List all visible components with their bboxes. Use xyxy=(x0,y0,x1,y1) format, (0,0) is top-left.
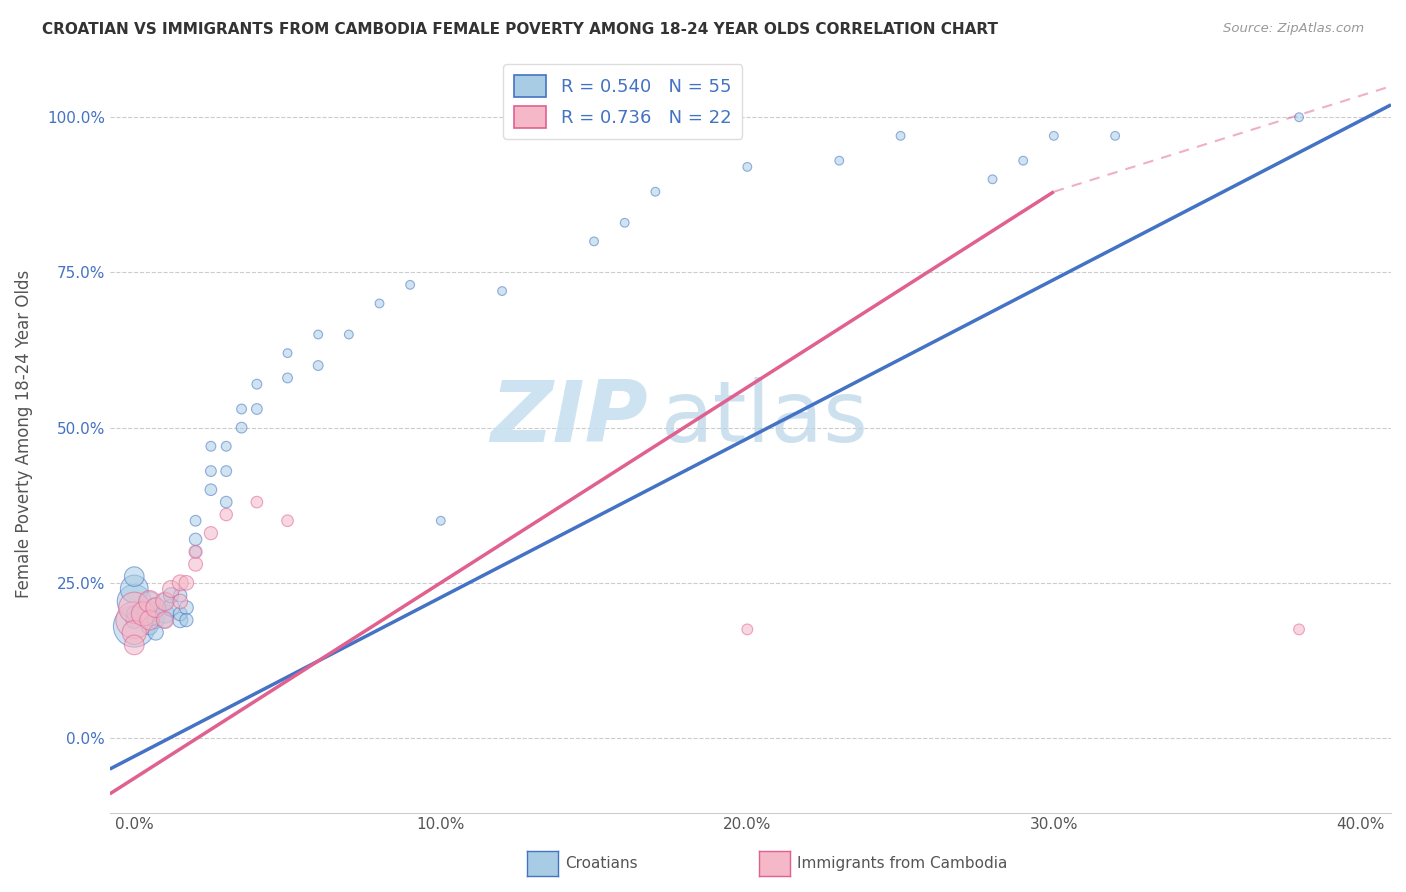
Point xyxy=(138,619,160,633)
Point xyxy=(890,128,912,143)
Point xyxy=(184,533,207,547)
Point xyxy=(307,359,329,373)
Point xyxy=(200,526,222,541)
Point xyxy=(169,594,191,608)
Point xyxy=(215,508,238,522)
Point xyxy=(200,464,222,478)
Point xyxy=(184,545,207,559)
Point xyxy=(122,613,145,627)
Point xyxy=(160,588,183,602)
Point xyxy=(169,607,191,621)
Point xyxy=(122,600,145,615)
Point xyxy=(828,153,851,168)
Point xyxy=(169,575,191,590)
Point xyxy=(644,185,666,199)
Text: atlas: atlas xyxy=(661,377,869,460)
Point xyxy=(246,495,269,509)
Point xyxy=(1104,128,1126,143)
Text: Immigrants from Cambodia: Immigrants from Cambodia xyxy=(797,856,1008,871)
Point xyxy=(122,582,145,596)
Point xyxy=(122,569,145,583)
Point xyxy=(169,613,191,627)
Point xyxy=(215,495,238,509)
Point xyxy=(215,439,238,453)
Point xyxy=(138,594,160,608)
Point xyxy=(246,402,269,417)
Point xyxy=(200,439,222,453)
Point xyxy=(145,613,167,627)
Point xyxy=(737,160,759,174)
Point xyxy=(138,594,160,608)
Point xyxy=(1288,110,1310,124)
Text: Source: ZipAtlas.com: Source: ZipAtlas.com xyxy=(1223,22,1364,36)
Point xyxy=(368,296,391,310)
Point xyxy=(122,619,145,633)
Point xyxy=(153,594,176,608)
Point xyxy=(138,607,160,621)
Point xyxy=(583,235,606,249)
Point xyxy=(737,623,759,637)
Point xyxy=(122,638,145,652)
Point xyxy=(246,377,269,392)
Point xyxy=(1012,153,1035,168)
Point xyxy=(138,613,160,627)
Point xyxy=(337,327,360,342)
Point xyxy=(132,607,155,621)
Point xyxy=(122,613,145,627)
Point xyxy=(122,594,145,608)
Point xyxy=(153,594,176,608)
Point xyxy=(215,464,238,478)
Point xyxy=(1288,623,1310,637)
Text: Croatians: Croatians xyxy=(565,856,638,871)
Point xyxy=(399,277,422,292)
Legend: R = 0.540   N = 55, R = 0.736   N = 22: R = 0.540 N = 55, R = 0.736 N = 22 xyxy=(503,64,742,139)
Point xyxy=(981,172,1004,186)
Point xyxy=(153,613,176,627)
Point xyxy=(231,420,253,434)
Text: ZIP: ZIP xyxy=(491,377,648,460)
Point xyxy=(1043,128,1066,143)
Point xyxy=(153,607,176,621)
Point xyxy=(176,575,198,590)
Point xyxy=(176,600,198,615)
Point xyxy=(160,600,183,615)
Point xyxy=(307,327,329,342)
Point xyxy=(145,625,167,640)
Point xyxy=(231,402,253,417)
Point xyxy=(184,545,207,559)
Point xyxy=(169,588,191,602)
Point xyxy=(491,284,513,298)
Point xyxy=(277,346,299,360)
Point xyxy=(184,558,207,572)
Point xyxy=(153,613,176,627)
Point xyxy=(277,371,299,385)
Y-axis label: Female Poverty Among 18-24 Year Olds: Female Poverty Among 18-24 Year Olds xyxy=(15,269,32,598)
Point xyxy=(145,600,167,615)
Text: CROATIAN VS IMMIGRANTS FROM CAMBODIA FEMALE POVERTY AMONG 18-24 YEAR OLDS CORREL: CROATIAN VS IMMIGRANTS FROM CAMBODIA FEM… xyxy=(42,22,998,37)
Point xyxy=(122,625,145,640)
Point xyxy=(160,582,183,596)
Point xyxy=(430,514,453,528)
Point xyxy=(122,607,145,621)
Point xyxy=(200,483,222,497)
Point xyxy=(277,514,299,528)
Point xyxy=(176,613,198,627)
Point xyxy=(613,216,636,230)
Point xyxy=(184,514,207,528)
Point xyxy=(145,600,167,615)
